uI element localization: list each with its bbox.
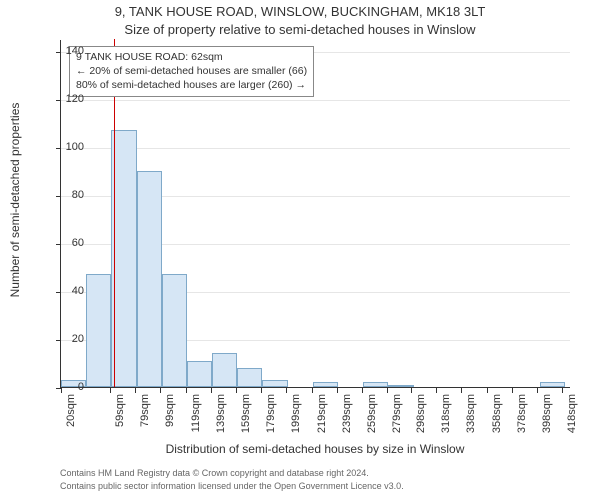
- credit-line2: Contains public sector information licen…: [60, 481, 404, 491]
- histogram-bar: [363, 382, 388, 387]
- histogram-bar: [313, 382, 338, 387]
- xtick-mark: [461, 388, 462, 393]
- histogram-bar: [187, 361, 212, 387]
- xtick-mark: [537, 388, 538, 393]
- histogram-bar: [388, 385, 413, 387]
- xtick-mark: [286, 388, 287, 393]
- ytick-label: 60: [44, 237, 84, 249]
- xtick-mark: [160, 388, 161, 393]
- ytick-label: 120: [44, 93, 84, 105]
- xtick-mark: [487, 388, 488, 393]
- plot-area: 20sqm59sqm79sqm99sqm119sqm139sqm159sqm17…: [60, 40, 570, 388]
- ytick-label: 40: [44, 285, 84, 297]
- histogram-bar: [162, 274, 187, 387]
- histogram-bar: [137, 171, 162, 387]
- ytick-label: 0: [44, 381, 84, 393]
- xtick-mark: [436, 388, 437, 393]
- xtick-mark: [337, 388, 338, 393]
- xtick-mark: [261, 388, 262, 393]
- ytick-label: 100: [44, 141, 84, 153]
- chart-container: 9, TANK HOUSE ROAD, WINSLOW, BUCKINGHAM,…: [0, 0, 600, 500]
- histogram-bar: [540, 382, 565, 387]
- ytick-label: 140: [44, 45, 84, 57]
- xtick-mark: [387, 388, 388, 393]
- xtick-mark: [236, 388, 237, 393]
- gridline: [61, 100, 570, 101]
- infobox-line2: ← 20% of semi-detached houses are smalle…: [76, 64, 307, 78]
- chart-title-line2: Size of property relative to semi-detach…: [0, 22, 600, 37]
- xtick-mark: [186, 388, 187, 393]
- xtick-mark: [110, 388, 111, 393]
- xtick-mark: [512, 388, 513, 393]
- chart-title-line1: 9, TANK HOUSE ROAD, WINSLOW, BUCKINGHAM,…: [0, 4, 600, 19]
- x-axis-label: Distribution of semi-detached houses by …: [60, 442, 570, 456]
- histogram-bar: [111, 130, 136, 387]
- ytick-label: 80: [44, 189, 84, 201]
- histogram-bar: [237, 368, 262, 387]
- histogram-bar: [212, 353, 237, 387]
- gridline: [61, 148, 570, 149]
- credit-line1: Contains HM Land Registry data © Crown c…: [60, 468, 369, 478]
- infobox-line1: 9 TANK HOUSE ROAD: 62sqm: [76, 50, 307, 64]
- xtick-mark: [562, 388, 563, 393]
- histogram-bar: [262, 380, 287, 387]
- histogram-bar: [86, 274, 111, 387]
- info-box: 9 TANK HOUSE ROAD: 62sqm ← 20% of semi-d…: [69, 46, 314, 97]
- xtick-mark: [312, 388, 313, 393]
- xtick-mark: [211, 388, 212, 393]
- xtick-mark: [362, 388, 363, 393]
- xtick-mark: [411, 388, 412, 393]
- infobox-line3: 80% of semi-detached houses are larger (…: [76, 78, 307, 92]
- xtick-mark: [135, 388, 136, 393]
- y-axis-label: Number of semi-detached properties: [8, 26, 22, 374]
- ytick-label: 20: [44, 333, 84, 345]
